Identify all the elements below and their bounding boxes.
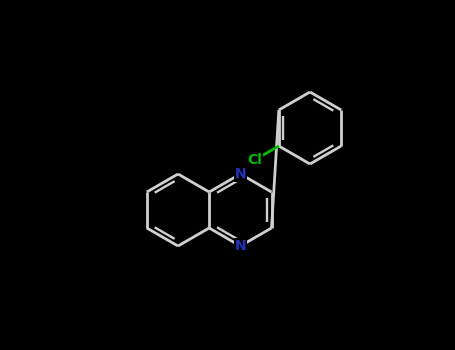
Text: Cl: Cl: [247, 153, 262, 167]
Text: N: N: [234, 239, 246, 253]
Text: N: N: [234, 167, 246, 181]
